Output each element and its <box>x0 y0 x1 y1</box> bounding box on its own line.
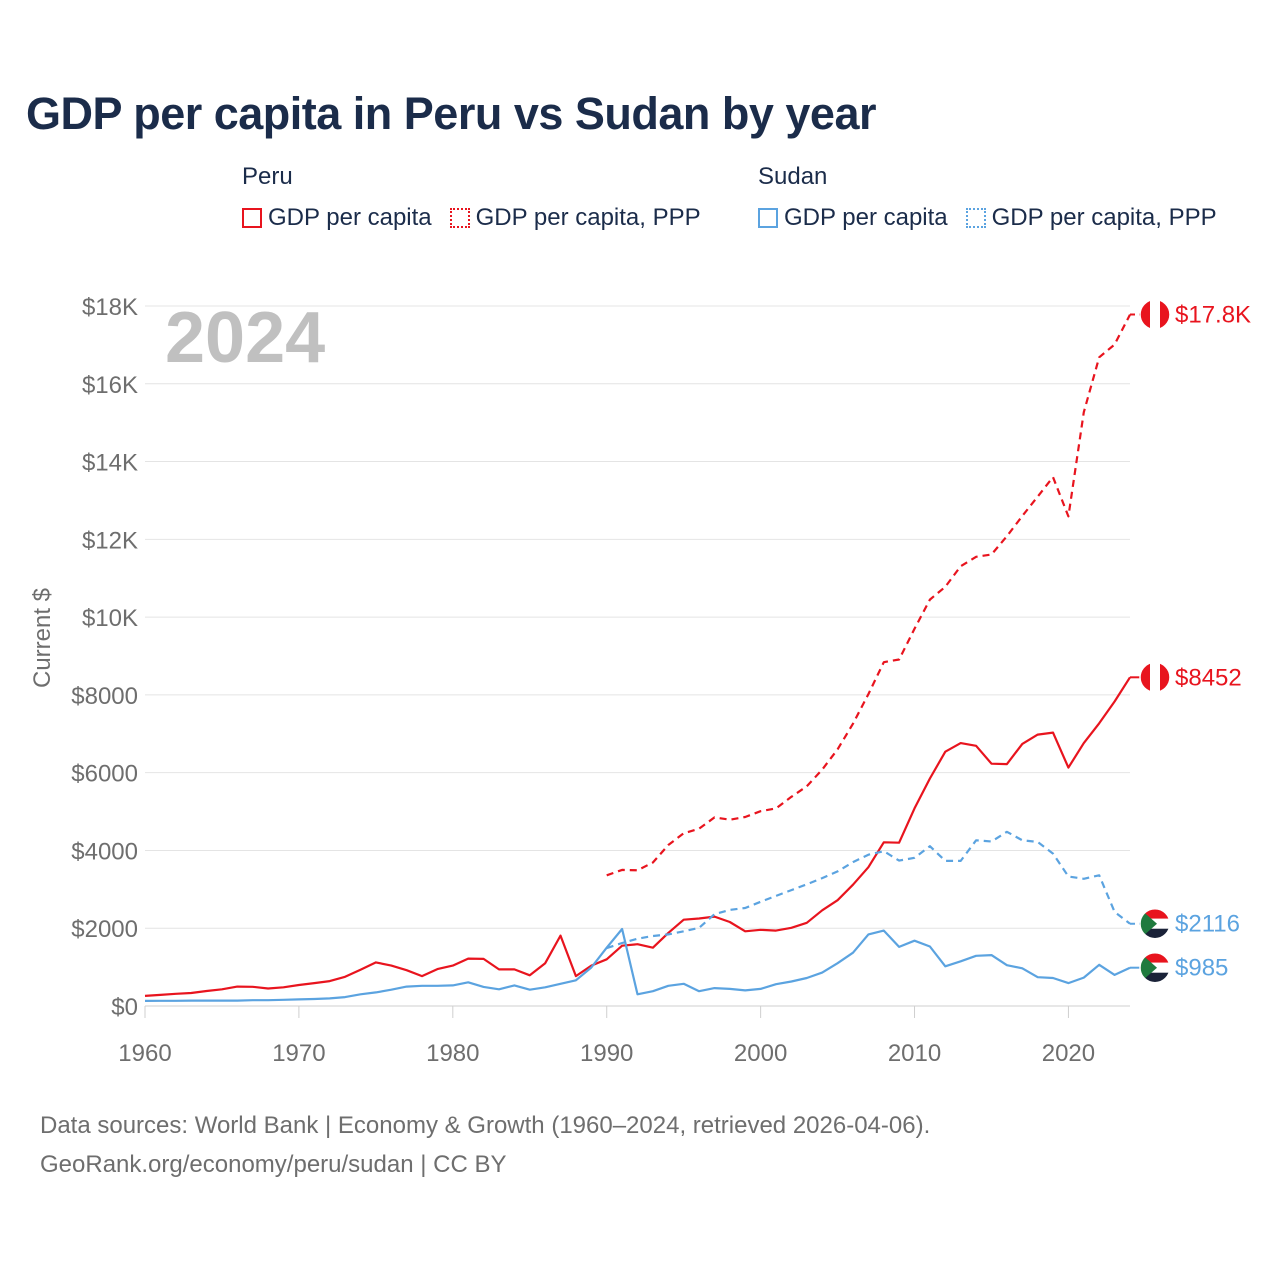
legend-label: GDP per capita, PPP <box>475 204 701 231</box>
y-tick-label: $6000 <box>71 761 138 788</box>
year-marker: 2024 <box>165 298 325 378</box>
footer: Data sources: World Bank | Economy & Gro… <box>40 1106 930 1184</box>
y-tick-label: $2000 <box>71 916 138 943</box>
y-tick-label: $18K <box>82 294 138 321</box>
y-tick-label: $14K <box>82 450 138 477</box>
legend-group-peru: Peru GDP per capita GDP per capita, PPP <box>242 160 701 232</box>
series-line-0[interactable] <box>144 676 1131 997</box>
y-tick-label: $10K <box>82 605 138 632</box>
series-layer <box>144 314 1131 1003</box>
x-tick-label: 1960 <box>118 1040 171 1067</box>
legend-group-sudan: Sudan GDP per capita GDP per capita, PPP <box>758 160 1217 232</box>
legend-item-sudan-gdp-ppp[interactable]: GDP per capita, PPP <box>965 204 1217 232</box>
legend-swatch-dotted <box>965 208 986 228</box>
legend-item-sudan-gdp[interactable]: GDP per capita <box>758 204 948 232</box>
x-tick-label: 2000 <box>734 1040 787 1067</box>
y-tick-label: $12K <box>82 527 138 554</box>
y-tick-label: $16K <box>82 372 138 399</box>
peru-flag-icon <box>1139 661 1171 694</box>
end-value-label: $985 <box>1175 955 1228 982</box>
page-title: GDP per capita in Peru vs Sudan by year <box>26 88 877 139</box>
x-tick-label: 1990 <box>580 1040 633 1067</box>
y-tick-label: $0 <box>111 994 138 1021</box>
y-tick-label: $8000 <box>71 683 138 710</box>
series-line-2[interactable] <box>144 927 1131 1003</box>
axis-layer: $0 $2000 $4000 $6000 $8000 $10K $12K $14K $16K $1… <box>71 294 1130 1067</box>
legend-item-peru-gdp-ppp[interactable]: GDP per capita, PPP <box>449 204 701 232</box>
footer-link[interactable]: GeoRank.org/economy/peru/sudan | CC BY <box>40 1151 507 1178</box>
series-line-3[interactable] <box>606 830 1131 950</box>
y-tick-label: $4000 <box>71 838 138 865</box>
legend-swatch-solid <box>758 208 778 228</box>
footer-sources: Data sources: World Bank | Economy & Gro… <box>40 1112 931 1139</box>
x-tick-label: 1970 <box>272 1040 325 1067</box>
legend-group-title: Sudan <box>758 163 828 190</box>
gdp-line-chart: 2024 $0$2000$4000$6000$8000$10K$12K$14K$… <box>29 294 1251 1067</box>
legend-label: GDP per capita <box>784 204 948 231</box>
y-axis-label: Current $ <box>29 588 56 688</box>
end-value-label: $2116 <box>1175 911 1240 938</box>
legend-swatch-solid <box>242 208 262 228</box>
grid-layer <box>145 305 1130 1007</box>
legend-item-peru-gdp[interactable]: GDP per capita <box>242 204 432 232</box>
end-value-label: $17.8K <box>1175 302 1251 329</box>
sudan-flag-icon <box>1139 907 1171 940</box>
legend-group-title: Peru <box>242 163 293 190</box>
sudan-flag-icon <box>1139 951 1171 984</box>
x-tick-label: 2010 <box>888 1040 941 1067</box>
series-line-1[interactable] <box>606 314 1131 877</box>
x-tick-label: 1980 <box>426 1040 479 1067</box>
legend-swatch-dotted <box>449 208 470 228</box>
legend-label: GDP per capita <box>268 204 432 231</box>
legend-label: GDP per capita, PPP <box>991 204 1217 231</box>
endpoint-layer: $8452 $17.8K $985 $2116 <box>1130 298 1251 984</box>
x-tick-label: 2020 <box>1042 1040 1095 1067</box>
end-value-label: $8452 <box>1175 664 1242 691</box>
peru-flag-icon <box>1139 298 1171 331</box>
